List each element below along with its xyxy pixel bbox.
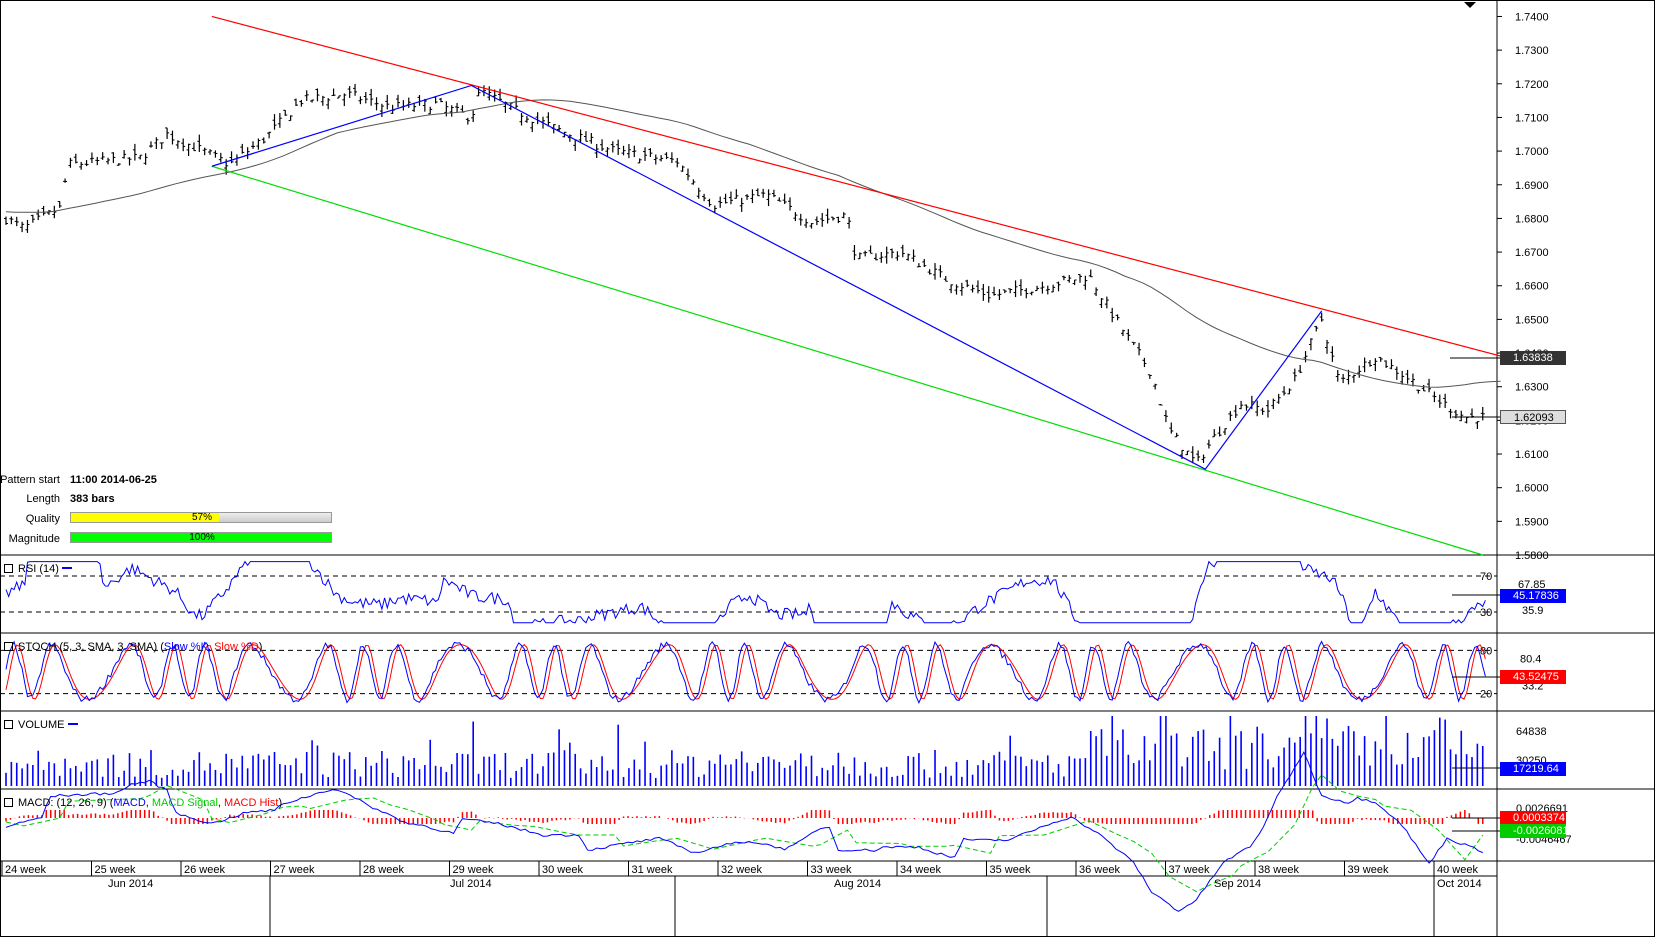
rsi-axis-label: 67.85	[1518, 579, 1546, 591]
macd-histogram	[5, 810, 1484, 824]
stoch-level-80-label: 80	[1480, 645, 1492, 657]
quality-bar: 57%	[70, 512, 332, 523]
month-label: Sep 2014	[1214, 878, 1261, 890]
week-label: 27 week	[274, 864, 315, 876]
resistance-trendline	[211, 15, 1528, 364]
stoch-k-line	[5, 640, 1486, 704]
ma-value-tag: 1.63838	[1500, 351, 1566, 365]
macd-close-box[interactable]	[4, 798, 13, 807]
month-label: Oct 2014	[1437, 878, 1482, 890]
price-tick-label: 1.6900	[1515, 180, 1549, 192]
magnitude-value: 100%	[189, 532, 215, 543]
stoch-close-box[interactable]	[4, 642, 13, 651]
stoch-panel-label: STOCH (5, 3, SMA, 3, SMA) (Slow %K, Slow…	[4, 641, 262, 653]
macd-signal-value-tag: -0.0026081	[1500, 824, 1569, 838]
price-value-tag: 1.62093	[1500, 410, 1566, 424]
week-label: 32 week	[721, 864, 762, 876]
volume-axis-label: 64838	[1516, 726, 1547, 738]
stoch-d-label: Slow %D	[214, 641, 259, 653]
macd-line-label: MACD	[113, 797, 146, 809]
price-tick-label: 1.6700	[1515, 247, 1549, 259]
price-tick-label: 1.7000	[1515, 146, 1549, 158]
macd-line	[5, 751, 1483, 912]
rsi-level-70-label: 70	[1480, 571, 1492, 583]
week-label: 25 week	[95, 864, 136, 876]
magnitude-bar-fill	[71, 533, 331, 542]
week-label: 33 week	[811, 864, 852, 876]
week-label: 31 week	[632, 864, 673, 876]
week-label: 24 week	[5, 864, 46, 876]
week-label: 26 week	[184, 864, 225, 876]
price-tick-label: 1.7400	[1515, 11, 1549, 23]
moving-average-line	[5, 99, 1501, 388]
week-label: 40 week	[1437, 864, 1478, 876]
macd-panel-label: MACD: (12, 26, 9) (MACD, MACD Signal, MA…	[4, 797, 282, 809]
week-label: 37 week	[1169, 864, 1210, 876]
ohlc-bars	[4, 83, 1485, 464]
pattern-length-value: 383 bars	[70, 493, 115, 505]
pattern-start-label: Pattern start	[0, 474, 60, 486]
month-label: Aug 2014	[834, 878, 881, 890]
rsi-panel-label: RSI (14)	[4, 563, 73, 575]
price-tick-label: 1.6500	[1515, 314, 1549, 326]
price-tick-label: 1.6600	[1515, 281, 1549, 293]
rsi-value-tag: 45.17836	[1500, 589, 1566, 603]
pattern-zigzag-line	[211, 84, 1323, 470]
rsi-label: RSI (14)	[18, 563, 59, 575]
price-tick-label: 1.5900	[1515, 516, 1549, 528]
macd-signal-label: MACD Signal	[151, 797, 218, 809]
menu-triangle-icon	[1464, 2, 1476, 8]
macd-signal-line	[5, 774, 1484, 893]
price-tick-label: 1.7100	[1515, 112, 1549, 124]
quality-bar-fill	[71, 513, 220, 522]
stoch-k-label: Slow %K	[163, 641, 208, 653]
price-tick-label: 1.5800	[1515, 550, 1549, 562]
quality-value: 57%	[191, 512, 212, 523]
stoch-value-tag: 43.52475	[1500, 670, 1566, 684]
volume-label: VOLUME	[18, 719, 65, 731]
week-label: 28 week	[363, 864, 404, 876]
volume-value-tag: 17219.64	[1500, 762, 1566, 776]
week-label: 38 week	[1258, 864, 1299, 876]
stoch-level-20-label: 20	[1480, 689, 1492, 701]
week-label: 30 week	[542, 864, 583, 876]
volume-panel-label: VOLUME	[4, 719, 78, 731]
price-tick-label: 1.7300	[1515, 45, 1549, 57]
week-label: 39 week	[1348, 864, 1389, 876]
stoch-label: STOCH (5, 3, SMA, 3, SMA)	[18, 641, 158, 653]
price-tick-label: 1.6300	[1515, 382, 1549, 394]
rsi-level-30-label: 30	[1480, 607, 1492, 619]
price-tick-label: 1.6100	[1515, 449, 1549, 461]
price-tick-label: 1.6800	[1515, 213, 1549, 225]
rsi-close-box[interactable]	[4, 564, 13, 573]
magnitude-label: Magnitude	[8, 533, 60, 545]
price-tick-label: 1.6000	[1515, 483, 1549, 495]
week-label: 36 week	[1079, 864, 1120, 876]
month-label: Jul 2014	[450, 878, 492, 890]
pattern-info: Pattern start 11:00 2014-06-25 Length 38…	[0, 474, 340, 549]
magnitude-bar: 100%	[70, 532, 332, 543]
volume-close-box[interactable]	[4, 720, 13, 729]
quality-label: Quality	[25, 513, 60, 525]
month-label: Jun 2014	[108, 878, 153, 890]
macd-hist-label: MACD Hist	[224, 797, 279, 809]
price-tick-label: 1.7200	[1515, 79, 1549, 91]
week-label: 34 week	[900, 864, 941, 876]
support-trendline	[211, 165, 1483, 556]
rsi-axis-label: 35.9	[1522, 605, 1543, 617]
macd-label: MACD: (12, 26, 9)	[18, 797, 107, 809]
week-label: 29 week	[453, 864, 494, 876]
week-label: 35 week	[990, 864, 1031, 876]
volume-bars	[5, 716, 1484, 786]
stoch-d-line	[5, 643, 1486, 701]
pattern-start-value: 11:00 2014-06-25	[70, 474, 157, 486]
stoch-axis-label: 80.4	[1520, 653, 1541, 665]
rsi-line	[5, 560, 1486, 624]
pattern-length-label: Length	[26, 493, 60, 505]
rsi-legend-swatch	[62, 567, 73, 569]
volume-legend-swatch	[67, 723, 78, 725]
macd-value-tag: 0.0003374	[1500, 811, 1566, 825]
